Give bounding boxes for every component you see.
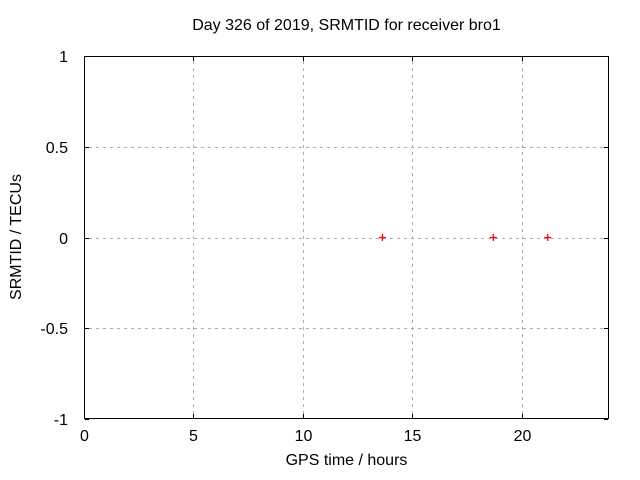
x-tick-label: 0 [80, 428, 89, 445]
y-tick-label: 1 [59, 49, 68, 66]
chart-title: Day 326 of 2019, SRMTID for receiver bro… [192, 17, 501, 34]
y-tick-label: 0 [59, 231, 68, 248]
y-tick-label: -1 [54, 412, 68, 429]
x-axis-label: GPS time / hours [285, 452, 408, 469]
plot-border [84, 56, 609, 419]
y-tick-label: 0.5 [46, 140, 68, 157]
y-tick-label: -0.5 [40, 321, 68, 338]
x-tick-label: 10 [295, 428, 313, 445]
x-tick-label: 5 [189, 428, 198, 445]
x-tick-label: 15 [404, 428, 422, 445]
x-tick-label: 20 [514, 428, 532, 445]
